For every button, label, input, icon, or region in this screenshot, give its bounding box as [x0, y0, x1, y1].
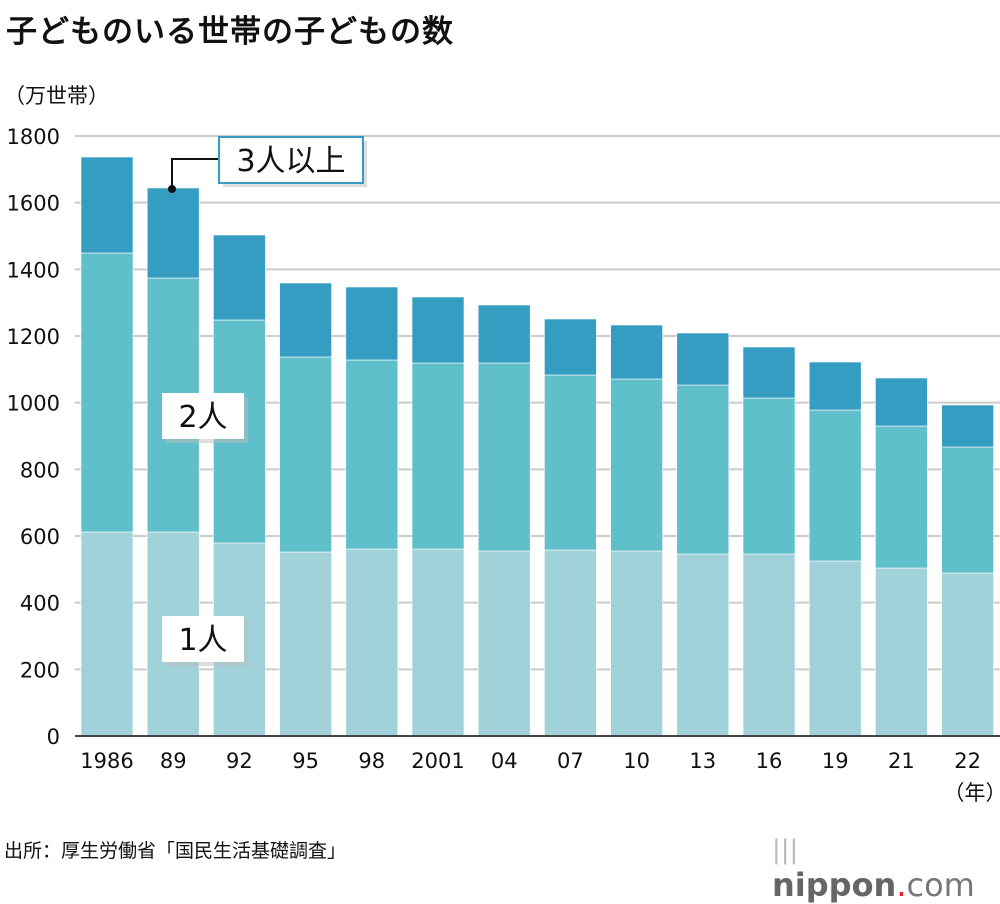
x-tick-label: 07: [557, 749, 584, 773]
bar-segment-2: [875, 426, 927, 568]
x-tick-label: 89: [160, 749, 187, 773]
y-tick-label: 1200: [7, 325, 60, 349]
bar-segment-1: [942, 573, 994, 736]
x-tick-label: 16: [756, 749, 783, 773]
bar-segment-3: [875, 378, 927, 426]
bar-segment-1: [280, 552, 332, 736]
bar-segment-3: [81, 157, 133, 253]
bar-segment-1: [412, 549, 464, 736]
x-tick-label: 92: [226, 749, 253, 773]
bar-segment-3: [611, 325, 663, 379]
bar-segment-3: [677, 333, 729, 385]
bar-segment-2: [346, 360, 398, 549]
bar-segment-2: [677, 385, 729, 554]
leader-line: [172, 159, 219, 188]
source-note: 出所：厚生労働省「国民生活基礎調査」: [4, 836, 346, 863]
bar-segment-1: [743, 554, 795, 736]
bar-segment-3: [346, 287, 398, 360]
bar-segment-1: [478, 551, 530, 736]
bar-segment-1: [611, 551, 663, 736]
x-tick-label: 21: [888, 749, 915, 773]
x-axis-unit: （年）: [944, 781, 1000, 805]
bar-segment-1: [875, 568, 927, 736]
bar-segment-1: [809, 561, 861, 736]
bar-segment-1: [544, 550, 596, 736]
bar-segment-3: [213, 235, 265, 320]
y-tick-label: 1400: [7, 258, 60, 282]
bar-segment-3: [809, 362, 861, 410]
bar-segment-1: [677, 554, 729, 736]
bar-segment-3: [544, 319, 596, 375]
leader-dot: [168, 185, 176, 193]
bar-segment-3: [942, 405, 994, 447]
stacked-bar-chart: 0 200 400 600 800 1000 1200 1400 1600 1800 1986 89 9…: [0, 0, 1000, 870]
y-tick-label: 800: [20, 458, 60, 482]
bar-segment-3: [147, 188, 199, 278]
y-tick-label: 1800: [7, 125, 60, 149]
bar-segment-1: [81, 532, 133, 736]
x-tick-label: 1986: [80, 749, 133, 773]
x-tick-label: 04: [491, 749, 518, 773]
x-tick-label: 22: [954, 749, 981, 773]
bar-segment-1: [346, 549, 398, 736]
x-tick-label: 19: [822, 749, 849, 773]
nippon-logo: ||| nippon.com: [772, 828, 1000, 904]
bar-segment-2: [809, 410, 861, 561]
series-label: 1人: [178, 623, 227, 658]
x-tick-label: 13: [689, 749, 716, 773]
x-tick-label: 10: [623, 749, 650, 773]
y-tick-label: 0: [47, 725, 60, 749]
y-tick-label: 200: [20, 658, 60, 682]
bar-segment-2: [611, 379, 663, 551]
y-tick-label: 400: [20, 592, 60, 616]
bar-segment-3: [743, 347, 795, 398]
bar-segment-3: [412, 297, 464, 363]
x-tick-label: 95: [292, 749, 319, 773]
bar-segment-2: [280, 357, 332, 552]
bar-segment-2: [942, 447, 994, 573]
bar-segment-2: [544, 375, 596, 550]
y-tick-label: 1000: [7, 392, 60, 416]
x-tick-label: 98: [358, 749, 385, 773]
y-tick-label: 600: [20, 525, 60, 549]
bar-segment-2: [81, 253, 133, 532]
bar-segment-3: [280, 283, 332, 357]
series-label: 3人以上: [236, 144, 345, 179]
series-label: 2人: [178, 400, 227, 435]
bar-segment-2: [412, 363, 464, 549]
bar-segment-2: [743, 398, 795, 554]
bar-segment-3: [478, 305, 530, 363]
y-tick-label: 1600: [7, 192, 60, 216]
bar-segment-2: [478, 363, 530, 551]
x-tick-label: 2001: [411, 749, 464, 773]
